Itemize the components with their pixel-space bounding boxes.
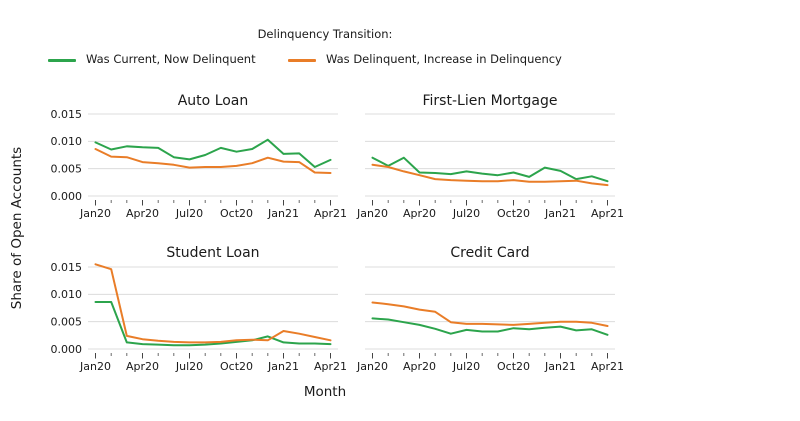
series-line-was-current-now-delinquent: [371, 317, 609, 336]
x-tick-label: Jul20: [452, 207, 480, 220]
y-tick-label: 0.015: [51, 108, 83, 121]
y-tick-label: 0.000: [51, 190, 83, 203]
series-line-was-delinquent-increase-in-delinquency: [371, 301, 609, 327]
legend: Was Current, Now Delinquent Was Delinque…: [0, 51, 650, 69]
x-tick-label: Jan20: [79, 360, 111, 373]
x-tick-label: Jan20: [356, 207, 388, 220]
y-tick-label: 0.010: [51, 135, 83, 148]
x-tick-label: Apr21: [591, 360, 624, 373]
subplot-student-loan: 0.000 0.005 0.010 0.015 Jan20 Apr20 Jul20 Oct20…: [51, 261, 348, 373]
series-line-was-current-now-delinquent: [94, 138, 332, 168]
subplot-auto-loan: 0.000 0.005 0.010 0.015 Jan20 Apr20 Jul20 Oct20…: [51, 108, 348, 220]
series-line-was-current-now-delinquent: [94, 301, 332, 347]
x-tick-label: Oct20: [220, 360, 253, 373]
x-tick-label: Apr20: [403, 360, 436, 373]
x-tick-label: Apr20: [403, 207, 436, 220]
legend-line-green-icon: [48, 59, 76, 62]
x-tick-label: Jul20: [175, 360, 203, 373]
x-axis-label: Month: [303, 384, 347, 400]
x-tick-label: Apr20: [126, 207, 159, 220]
x-tick-label: Jan20: [356, 360, 388, 373]
x-tick-label: Jan21: [544, 360, 576, 373]
x-tick-label: Apr20: [126, 360, 159, 373]
series-line-was-delinquent-increase-in-delinquency: [94, 263, 332, 344]
legend-line-orange-icon: [288, 59, 316, 62]
subplot-title-credit-card: Credit Card: [450, 245, 530, 261]
series-line-was-current-now-delinquent: [371, 156, 609, 183]
legend-item-was-delinquent: Was Delinquent, Increase in Delinquency: [326, 52, 562, 66]
y-tick-label: 0.005: [51, 162, 83, 175]
x-tick-label: Apr21: [314, 360, 347, 373]
x-tick-label: Jan21: [267, 360, 299, 373]
x-tick-label: Apr21: [591, 207, 624, 220]
x-tick-label: Oct20: [220, 207, 253, 220]
x-tick-label: Jan21: [267, 207, 299, 220]
legend-title: Delinquency Transition:: [257, 27, 393, 41]
x-tick-label: Oct20: [497, 207, 530, 220]
legend-item-was-current: Was Current, Now Delinquent: [86, 52, 256, 66]
y-tick-label: 0.005: [51, 315, 83, 328]
y-tick-label: 0.010: [51, 288, 83, 301]
x-tick-label: Oct20: [497, 360, 530, 373]
x-tick-label: Jul20: [452, 360, 480, 373]
subplot-credit-card: Jan20 Apr20 Jul20 Oct20 Jan21 Apr21: [356, 266, 624, 373]
series-line-was-delinquent-increase-in-delinquency: [371, 163, 609, 187]
subplot-title-auto-loan: Auto Loan: [177, 93, 249, 109]
x-tick-label: Jan21: [544, 207, 576, 220]
y-tick-label: 0.015: [51, 261, 83, 274]
subplot-first-lien-mortgage: Jan20 Apr20 Jul20 Oct20 Jan21 Apr21: [356, 113, 624, 220]
series-line-was-delinquent-increase-in-delinquency: [94, 148, 332, 174]
subplot-title-first-lien-mortgage: First-Lien Mortgage: [422, 93, 558, 109]
y-tick-label: 0.000: [51, 343, 83, 356]
subplot-title-student-loan: Student Loan: [166, 245, 260, 261]
x-tick-label: Apr21: [314, 207, 347, 220]
x-tick-label: Jan20: [79, 207, 111, 220]
x-tick-label: Jul20: [175, 207, 203, 220]
